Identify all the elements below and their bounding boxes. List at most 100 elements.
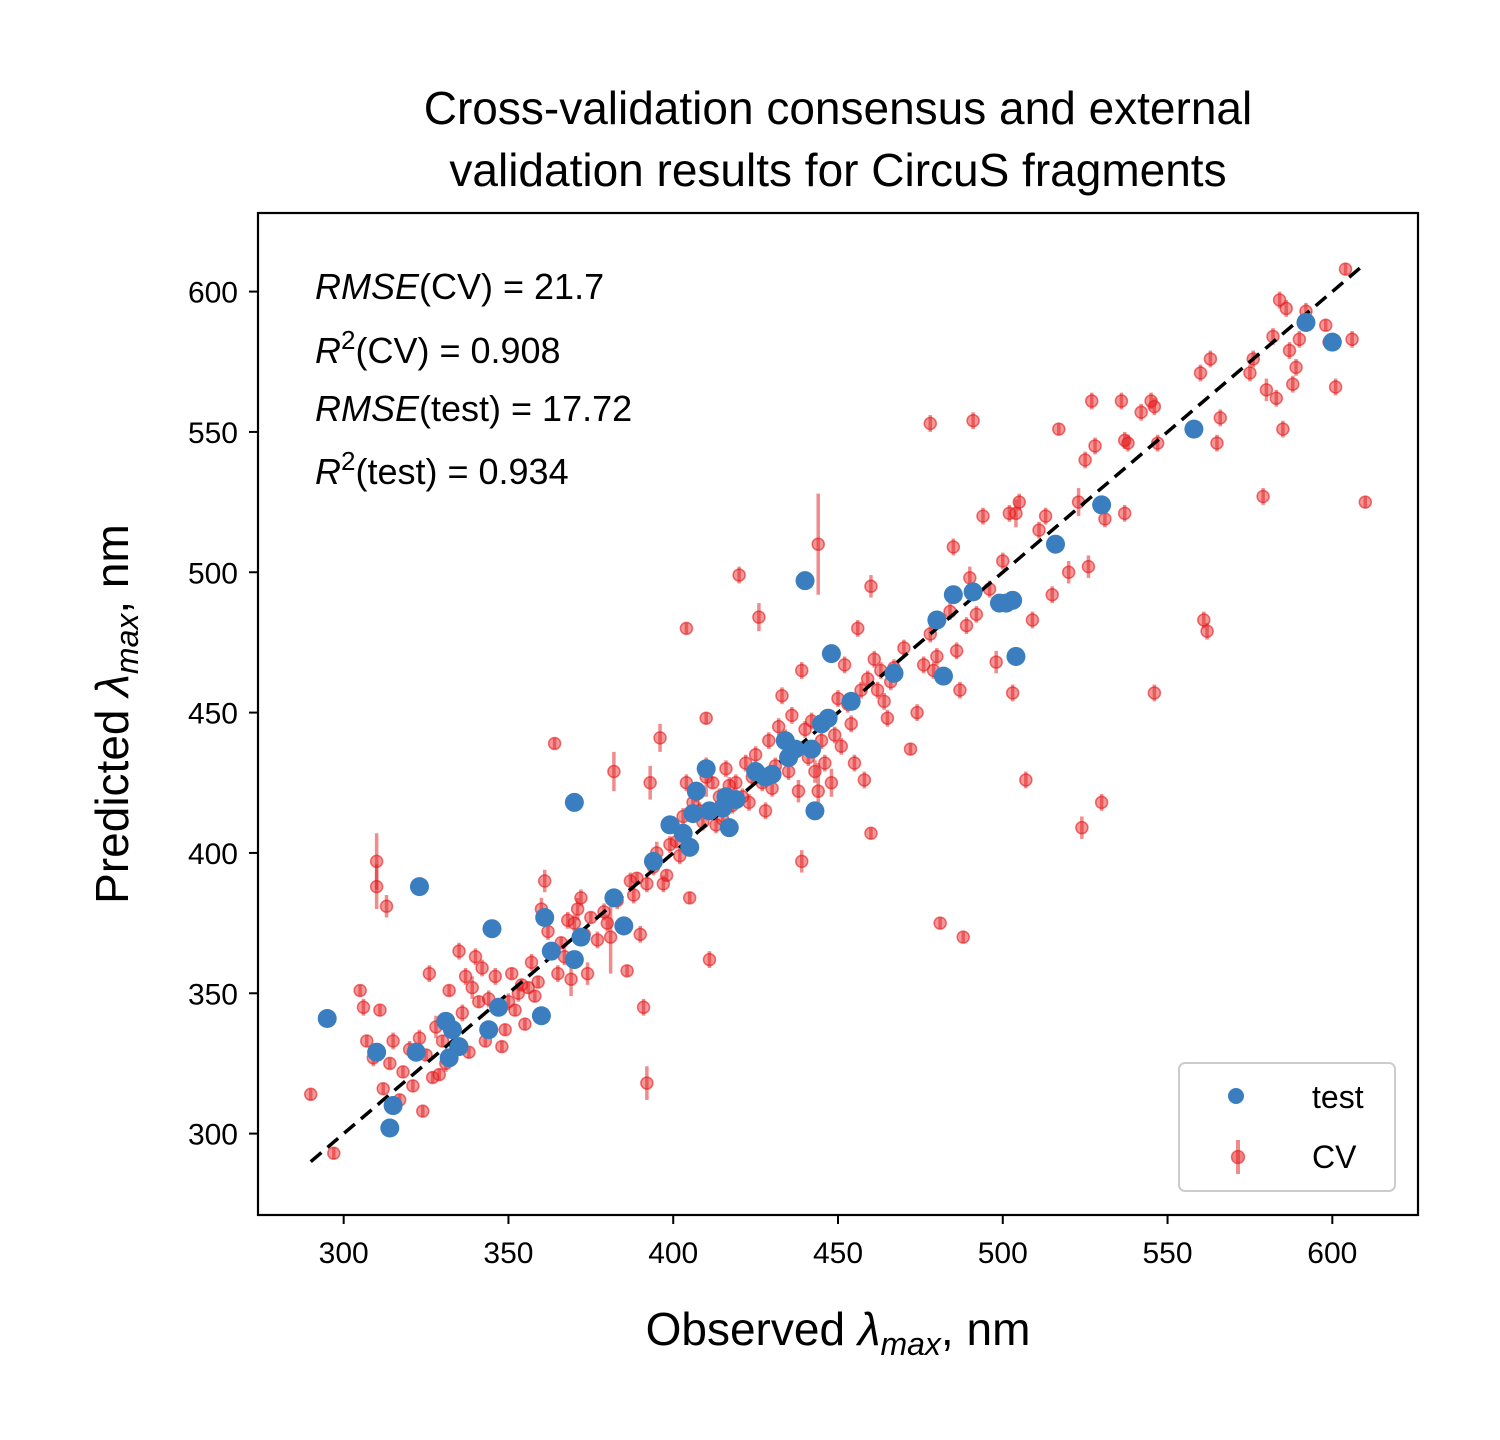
test-point: [696, 759, 716, 779]
test-point: [802, 739, 822, 759]
annotation-rmse-test: RMSE(test) = 17.72: [315, 388, 632, 429]
x-axis-title-prefix: Observed: [646, 1303, 858, 1355]
test-point: [571, 927, 591, 947]
y-axis-title: Predicted λmax, nm: [86, 524, 145, 904]
cv-point: [729, 776, 743, 790]
cv-point: [416, 1104, 430, 1118]
cv-point: [590, 933, 605, 947]
cv-point: [531, 975, 545, 989]
test-point: [680, 837, 700, 857]
cv-point: [837, 658, 852, 672]
cv-point: [541, 924, 555, 939]
cv-point: [818, 756, 832, 770]
y-tick-label: 600: [188, 277, 238, 310]
x-tick-label: 500: [978, 1237, 1028, 1270]
y-tick-label: 350: [188, 978, 238, 1011]
cv-point: [1032, 523, 1046, 537]
test-point: [963, 582, 983, 602]
cv-point: [1114, 394, 1129, 408]
cv-point: [775, 689, 789, 703]
test-point: [686, 781, 706, 801]
cv-point: [959, 618, 974, 633]
cv-point: [996, 554, 1010, 568]
cv-point: [864, 826, 878, 841]
legend-cv-label: CV: [1312, 1139, 1357, 1175]
cv-point: [1045, 587, 1059, 602]
cv-point: [1038, 509, 1053, 523]
cv-point: [379, 899, 394, 914]
cv-point: [636, 1000, 651, 1015]
cv-point: [1193, 366, 1208, 380]
legend: test CV: [1178, 1062, 1396, 1192]
cv-point: [976, 509, 990, 523]
test-point: [683, 804, 703, 824]
test-point: [927, 610, 947, 630]
test-point: [818, 708, 838, 728]
cv-point: [1345, 332, 1359, 347]
cv-point: [472, 994, 486, 1009]
chart-title-line-2: validation results for CircuS fragments: [449, 144, 1226, 196]
cv-point: [1213, 411, 1228, 425]
cv-point: [580, 966, 595, 981]
y-tick-label: 500: [188, 557, 238, 590]
cv-point: [699, 711, 713, 725]
test-point: [409, 877, 429, 897]
cv-point: [762, 733, 776, 748]
legend-test-marker: [1228, 1088, 1244, 1104]
x-tick-label: 450: [813, 1237, 863, 1270]
cv-point: [1134, 405, 1148, 420]
cv-point: [910, 705, 924, 720]
test-point: [564, 950, 584, 970]
cv-point: [626, 888, 641, 902]
test-point: [933, 666, 953, 686]
cv-point: [1121, 436, 1135, 450]
annotation-metric: RMSE: [315, 266, 420, 307]
test-point: [643, 851, 663, 871]
x-tick-label: 400: [648, 1237, 698, 1270]
cv-point: [860, 672, 875, 686]
cv-point: [327, 1146, 341, 1161]
cv-point: [356, 1000, 371, 1015]
test-point: [884, 663, 904, 683]
cv-point: [956, 930, 970, 944]
cv-point: [966, 413, 980, 428]
cv-point: [795, 663, 809, 678]
cv-point: [949, 644, 964, 658]
cv-point: [870, 683, 885, 697]
y-axis-title-subscript: max: [109, 613, 145, 674]
test-point: [541, 941, 561, 961]
cv-point: [643, 776, 657, 790]
cv-point: [564, 972, 578, 986]
x-tick-label: 300: [319, 1237, 369, 1270]
test-point: [482, 919, 502, 939]
test-point: [841, 691, 861, 711]
cv-point: [903, 742, 918, 756]
cv-point: [1358, 495, 1373, 509]
cv-point: [353, 983, 367, 998]
cv-point: [963, 571, 977, 585]
cv-point: [916, 658, 931, 672]
test-point: [479, 1020, 499, 1040]
cv-point: [1117, 506, 1132, 521]
test-point: [805, 801, 825, 821]
cv-point: [547, 736, 562, 751]
cv-point: [748, 747, 763, 762]
cv-point: [706, 776, 720, 790]
test-point: [564, 792, 584, 812]
cv-point: [607, 764, 621, 779]
test-point: [1046, 534, 1065, 554]
cv-point: [406, 1079, 420, 1093]
cv-point: [640, 877, 654, 891]
cv-point: [1088, 439, 1102, 453]
cv-point: [844, 717, 858, 731]
test-point: [604, 888, 624, 908]
cv-point: [834, 739, 849, 754]
metrics-annotation: RMSE(CV) = 21.7 R2(CV) = 0.908 RMSE(test…: [315, 266, 632, 492]
x-axis-ticks: 300 350 400 450 500 550 600: [319, 1215, 1357, 1270]
cv-point: [771, 719, 786, 734]
cv-point: [897, 641, 911, 655]
cv-point: [1338, 262, 1353, 276]
y-axis-title-prefix: Predicted: [86, 697, 138, 904]
cv-point: [1203, 352, 1218, 366]
annotation-r2-test: R2(test) = 0.934: [315, 446, 569, 492]
